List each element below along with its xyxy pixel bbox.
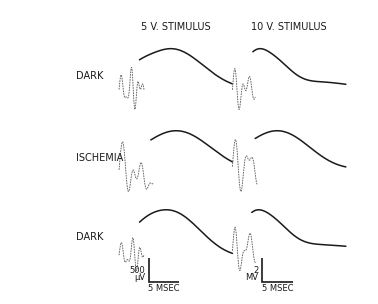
Text: μV: μV [134,273,145,282]
Text: 2: 2 [253,266,259,275]
Text: 5 V. STIMULUS: 5 V. STIMULUS [141,22,211,32]
Text: 5 MSEC: 5 MSEC [148,284,180,293]
Text: MV: MV [246,273,259,282]
Text: DARK: DARK [76,71,103,81]
Text: DARK: DARK [76,232,103,242]
Text: 500: 500 [129,266,145,275]
Text: 5 MSEC: 5 MSEC [262,284,293,293]
Text: ISCHEMIA: ISCHEMIA [76,153,123,163]
Text: 10 V. STIMULUS: 10 V. STIMULUS [251,22,327,32]
